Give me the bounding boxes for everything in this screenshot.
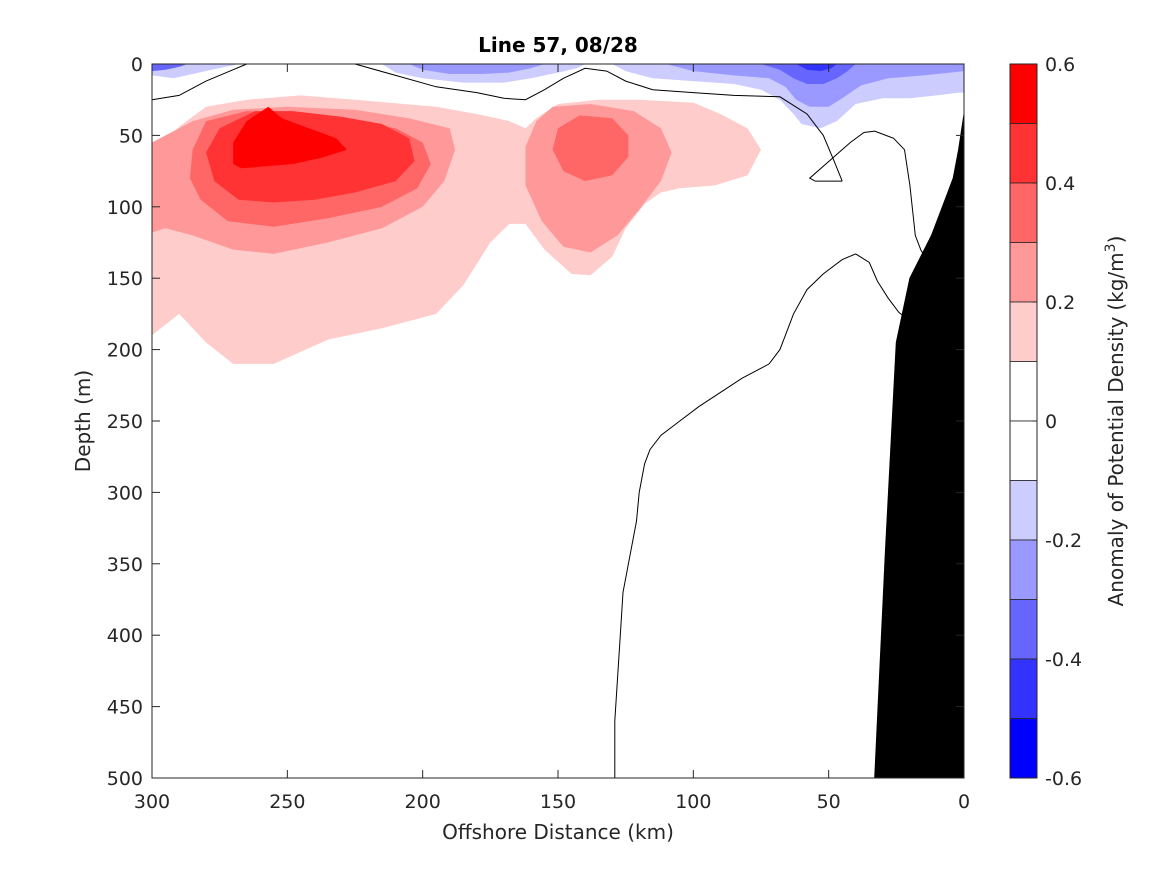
y-axis-label: Depth (m) <box>71 370 95 472</box>
colorbar-tick-label: -0.2 <box>1045 530 1082 552</box>
colorbar-tick-label: 0 <box>1045 411 1057 433</box>
y-tick-label: 150 <box>107 268 143 290</box>
colorbar-level <box>1009 361 1038 422</box>
colorbar-ticks: 0.6 0.4 0.2 0 -0.2 -0.4 -0.6 <box>1032 54 1082 790</box>
colorbar-level <box>1009 242 1038 303</box>
x-tick-label: 50 <box>817 791 841 813</box>
colorbar-level <box>1009 658 1038 719</box>
zero-contour-4 <box>614 253 932 778</box>
colorbar-level <box>1009 718 1038 779</box>
zero-contour-0 <box>151 63 247 101</box>
colorbar-tick-label: -0.4 <box>1045 649 1082 671</box>
colorbar-unit-suffix: ) <box>1104 236 1128 244</box>
x-tick-label: 200 <box>405 791 441 813</box>
x-tick-label: 250 <box>269 791 305 813</box>
x-tick-label: 300 <box>134 791 170 813</box>
y-tick-label: 200 <box>107 340 143 362</box>
x-tick-label: 0 <box>958 791 970 813</box>
y-tick-label: 250 <box>107 411 143 433</box>
colorbar-level <box>1009 539 1038 600</box>
y-tick-label: 300 <box>107 482 143 504</box>
x-tick-label: 150 <box>540 791 576 813</box>
y-tick-label: 400 <box>107 625 143 647</box>
colorbar-unit-prefix: (kg/m <box>1104 252 1128 310</box>
colorbar-tick-label: 0.2 <box>1045 292 1075 314</box>
y-tick-label: 50 <box>119 125 143 147</box>
contour-fill-neg-surface-east-4 <box>796 64 837 72</box>
colorbar-level <box>1009 182 1038 243</box>
plot-area: 300 250 200 150 100 50 0 050100150200250300350… <box>107 54 970 813</box>
zero-contour-lines <box>151 63 932 778</box>
y-tick-label: 0 <box>131 54 143 76</box>
colorbar-unit-exponent: 3 <box>1103 243 1119 252</box>
colorbar-level <box>1009 420 1038 481</box>
x-tick-label: 100 <box>675 791 711 813</box>
contour-fill-neg-surface-east-2 <box>666 64 964 107</box>
colorbar-tick-label: 0.4 <box>1045 173 1075 195</box>
y-axis-ticks: 0 50 100 150 200 250 300 350 400 450 500 <box>107 54 964 790</box>
colorbar-level <box>1009 480 1038 541</box>
contour-fill-neg-surface-mid-2 <box>409 64 545 74</box>
y-tick-label: 450 <box>107 697 143 719</box>
colorbar-label-text: Anomaly of Potential Density <box>1104 317 1128 607</box>
contour-fill-neg-surface-east-3 <box>761 64 856 84</box>
colorbar-level <box>1009 123 1038 184</box>
contour-fills <box>152 64 964 364</box>
colorbar-tick-label: 0.6 <box>1045 54 1075 76</box>
zero-contour-3 <box>808 130 930 265</box>
y-tick-label: 100 <box>107 197 143 219</box>
contour-fill-ring-0.5 <box>233 106 347 169</box>
x-axis-ticks: 300 250 200 150 100 50 0 <box>134 64 970 813</box>
x-axis-label: Offshore Distance (km) <box>442 820 674 844</box>
colorbar-tick-label: -0.6 <box>1045 768 1082 790</box>
contour-fill-ring-0.3-east <box>552 115 629 182</box>
y-tick-label: 500 <box>107 768 143 790</box>
contour-fill-neg-surface-west-2 <box>152 64 188 72</box>
colorbar-level <box>1009 63 1038 124</box>
chart-title: Line 57, 08/28 <box>478 33 638 57</box>
zero-contour-1 <box>354 63 843 182</box>
colorbar-level <box>1009 599 1038 660</box>
y-tick-label: 350 <box>107 554 143 576</box>
colorbar: 0.6 0.4 0.2 0 -0.2 -0.4 -0.6 Anomaly of Potent… <box>1009 54 1128 790</box>
colorbar-level <box>1009 301 1038 362</box>
colorbar-label: Anomaly of Potential Density (kg/m3) <box>1103 236 1128 607</box>
